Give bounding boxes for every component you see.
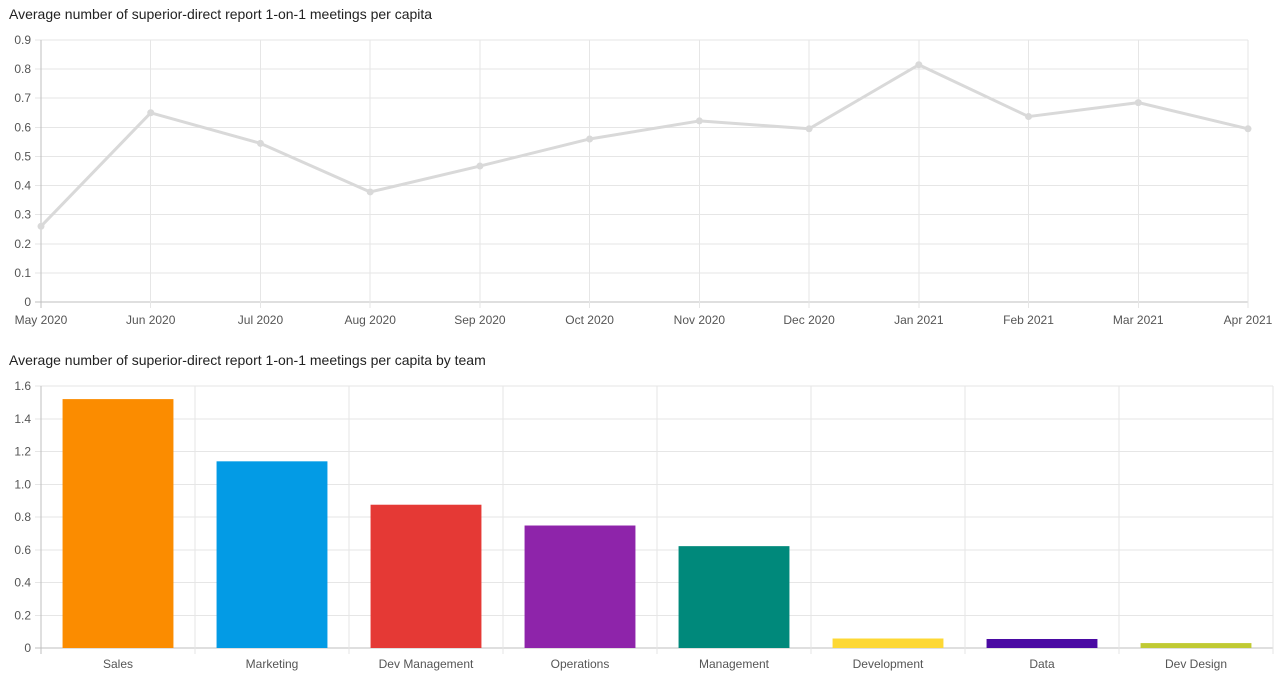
x-tick-label: Oct 2020 [565, 313, 614, 327]
y-tick-label: 1.0 [14, 477, 31, 491]
data-point [805, 125, 813, 133]
data-point [366, 188, 374, 196]
bar-dev-management [370, 504, 482, 648]
data-point [1134, 99, 1142, 107]
y-tick-label: 0.1 [14, 266, 31, 280]
data-point [1025, 113, 1033, 121]
y-tick-label: 0.4 [14, 576, 31, 590]
x-tick-label: Nov 2020 [674, 313, 726, 327]
data-point [915, 61, 923, 69]
data-point [1244, 125, 1252, 133]
x-tick-label: Sales [103, 657, 133, 671]
x-tick-label: Management [699, 657, 770, 671]
bar-data [986, 638, 1098, 648]
y-tick-label: 0.9 [14, 33, 31, 47]
bar-sales [62, 399, 174, 648]
y-tick-label: 0.6 [14, 120, 31, 134]
x-tick-label: Development [853, 657, 924, 671]
x-tick-label: Dev Management [379, 657, 474, 671]
series-line [39, 63, 1249, 228]
x-tick-label: Dec 2020 [783, 313, 835, 327]
data-point [256, 139, 264, 147]
x-tick-label: May 2020 [15, 313, 68, 327]
data-point [37, 222, 45, 230]
y-tick-label: 0.2 [14, 608, 31, 622]
y-tick-label: 0 [24, 295, 31, 309]
x-tick-label: Feb 2021 [1003, 313, 1054, 327]
x-tick-label: Sep 2020 [454, 313, 506, 327]
y-tick-label: 1.4 [14, 412, 31, 426]
x-tick-label: Jan 2021 [894, 313, 944, 327]
y-tick-label: 0.8 [14, 62, 31, 76]
y-tick-label: 1.6 [14, 379, 31, 393]
data-point [586, 135, 594, 143]
meetings-by-team-bar-chart: 0 0.2 0.4 0.6 0.8 1.0 1.2 1.4 1.6 Sales Marketing D… [14, 379, 1274, 671]
x-tick-label: Mar 2021 [1113, 313, 1164, 327]
bar-chart-title: Average number of superior-direct report… [9, 352, 486, 368]
y-tick-label: 0.8 [14, 510, 31, 524]
line-chart-title: Average number of superior-direct report… [9, 6, 433, 22]
x-tick-label: Operations [551, 657, 610, 671]
y-tick-label: 0 [24, 641, 31, 655]
x-tick-label: Apr 2021 [1224, 313, 1273, 327]
x-tick-label: Jun 2020 [126, 313, 176, 327]
y-tick-label: 0.6 [14, 543, 31, 557]
data-point [476, 162, 484, 170]
x-tick-label: Dev Design [1165, 657, 1227, 671]
x-tick-label: Jul 2020 [238, 313, 284, 327]
y-tick-label: 0.2 [14, 237, 31, 251]
data-point [695, 117, 703, 125]
x-tick-label: Aug 2020 [344, 313, 396, 327]
y-tick-label: 1.2 [14, 445, 31, 459]
y-tick-label: 0.3 [14, 208, 31, 222]
y-tick-label: 0.5 [14, 149, 31, 163]
bar-operations [524, 525, 636, 648]
y-tick-label: 0.4 [14, 179, 31, 193]
data-point [147, 109, 155, 117]
x-tick-label: Data [1029, 657, 1055, 671]
bar-dev-design [1140, 643, 1252, 648]
bar-management [678, 546, 790, 648]
bar-development [832, 638, 944, 648]
bar-marketing [216, 461, 328, 648]
y-tick-label: 0.7 [14, 91, 31, 105]
meetings-per-capita-line-chart: 0 0.1 0.2 0.3 0.4 0.5 0.6 0.7 0.8 0.9 May 2020 Jun … [14, 33, 1273, 327]
x-tick-label: Marketing [246, 657, 299, 671]
